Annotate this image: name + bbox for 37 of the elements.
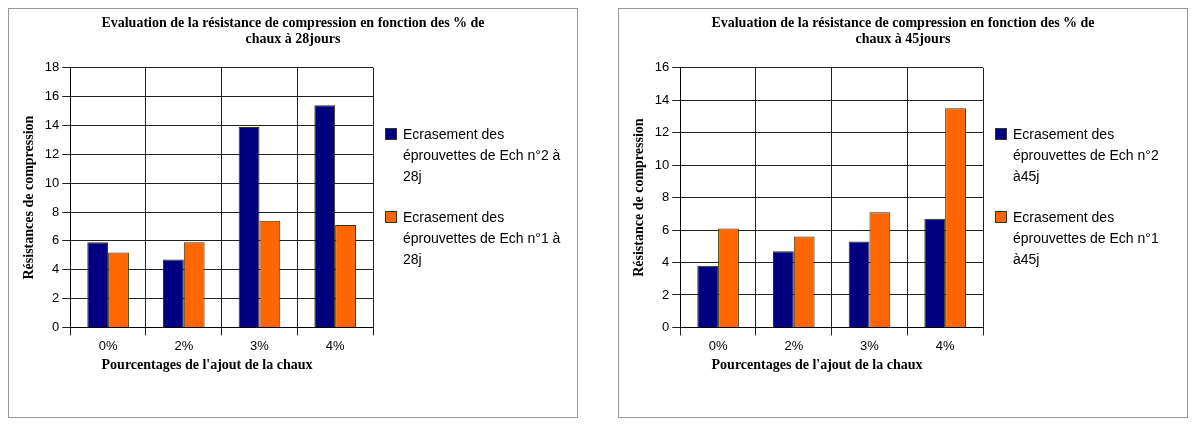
x-axis-title: Pourcentages de l'ajout de la chaux — [100, 357, 314, 373]
y-tick-label: 8 — [52, 203, 60, 219]
y-tick-label: 4 — [662, 254, 670, 270]
y-tick-label: 10 — [654, 156, 670, 172]
y-tick-label: 4 — [52, 261, 60, 277]
x-tick-label: 0% — [98, 337, 118, 353]
y-tick-label: 16 — [44, 88, 60, 104]
y-tick-label: 6 — [662, 221, 670, 237]
x-tick-label: 4% — [935, 337, 955, 353]
x-tick-label: 2% — [784, 337, 804, 353]
legend-label: Ecrasement des éprouvettes de Ech n°2 à45j — [1013, 125, 1160, 186]
legend-label: Ecrasement des éprouvettes de Ech n°1 à 28j — [403, 208, 562, 269]
y-tick-label: 12 — [654, 124, 670, 140]
y-tick-label: 0 — [52, 318, 60, 334]
y-tick-label: 8 — [662, 189, 670, 205]
y-tick-label: 16 — [654, 59, 670, 75]
x-tick-label: 3% — [250, 337, 270, 353]
chart-title: Evaluation de la résistance de compression en fonction des % de chaux à 28jours — [100, 15, 486, 47]
y-tick-label: 2 — [662, 286, 670, 302]
y-tick-label: 10 — [44, 174, 60, 190]
y-axis-title: Résistance de compression — [631, 118, 647, 277]
y-tick-label: 6 — [52, 232, 60, 248]
x-axis-title: Pourcentages de l'ajout de la chaux — [710, 357, 924, 373]
y-tick-label: 0 — [662, 318, 670, 334]
legend-label: Ecrasement des éprouvettes de Ech n°2 à 28j — [403, 125, 562, 186]
y-tick-label: 12 — [44, 145, 60, 161]
legend-label: Ecrasement des éprouvettes de Ech n°1 à45j — [1013, 208, 1160, 269]
x-tick-label: 0% — [708, 337, 728, 353]
y-tick-label: 14 — [44, 117, 60, 133]
x-tick-label: 4% — [325, 337, 345, 353]
x-tick-label: 3% — [860, 337, 880, 353]
y-axis-title: Résistances de compression — [21, 115, 37, 280]
x-tick-label: 2% — [174, 337, 194, 353]
y-tick-label: 14 — [654, 91, 670, 107]
y-tick-label: 2 — [52, 290, 60, 306]
y-tick-label: 18 — [44, 59, 60, 75]
chart-title: Evaluation de la résistance de compression en fonction des % de chaux à 45jours — [710, 15, 1096, 47]
